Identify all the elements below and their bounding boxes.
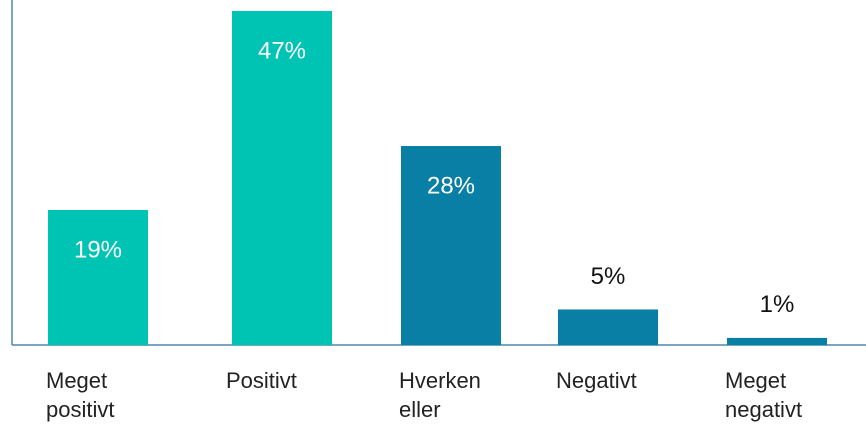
bar bbox=[48, 209, 148, 345]
bar bbox=[558, 309, 658, 345]
value-label: 5% bbox=[591, 263, 626, 290]
bar bbox=[401, 146, 501, 345]
category-label: Positivt bbox=[226, 368, 297, 393]
value-label: 19% bbox=[74, 236, 122, 263]
bar bbox=[232, 11, 332, 345]
category-label: Negativt bbox=[556, 368, 637, 393]
category-label: Hverken eller bbox=[399, 368, 481, 422]
value-label: 47% bbox=[258, 37, 306, 64]
value-label: 1% bbox=[760, 291, 795, 318]
category-label: Meget negativt bbox=[725, 368, 803, 422]
value-label: 28% bbox=[427, 172, 475, 199]
bar bbox=[727, 337, 827, 345]
category-label: Meget positivt bbox=[46, 368, 115, 422]
